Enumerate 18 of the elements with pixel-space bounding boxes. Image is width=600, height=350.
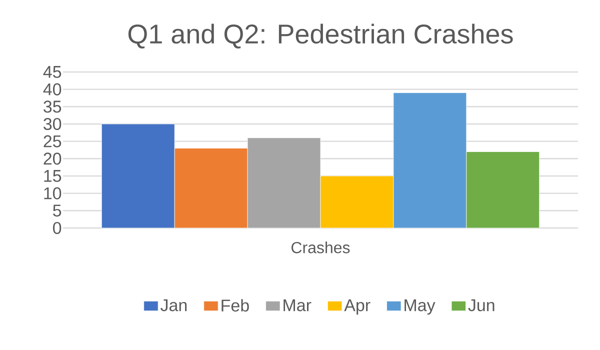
y-tick-label: 20 (44, 152, 62, 165)
y-tick-label: 5 (53, 204, 62, 217)
y-tick-label: 10 (44, 187, 62, 200)
y-tick-label: 35 (44, 100, 62, 113)
y-tick-label: 25 (44, 135, 62, 148)
legend-label: Apr (344, 299, 370, 315)
y-tick-label: 0 (53, 222, 62, 234)
x-tick-label: Crashes (292, 242, 350, 254)
y-tick-label: 40 (43, 83, 62, 96)
legend-label: Jun (468, 299, 494, 312)
legend-label: Feb (222, 299, 249, 312)
chart-title: Q1 and Q2: Pedestrian Crashes (128, 24, 513, 48)
legend-label: Mar (284, 299, 312, 312)
y-tick-label: 45 (43, 66, 62, 78)
legend-label: May (404, 299, 436, 315)
y-tick-label: 30 (44, 118, 62, 130)
y-tick-label: 15 (44, 170, 62, 182)
legend-label: Jan (160, 299, 187, 312)
